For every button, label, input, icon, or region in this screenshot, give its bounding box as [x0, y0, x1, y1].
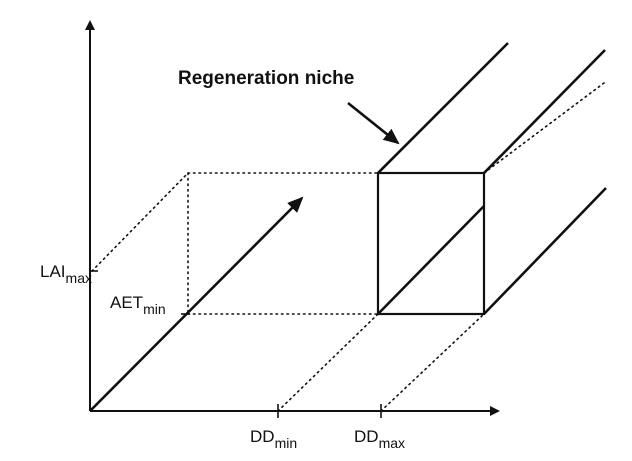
prism-top-left-edge: [377, 42, 509, 174]
dd-min-label: DDmin: [250, 427, 297, 451]
aet-min-label: AETmin: [110, 293, 166, 317]
prism-bottom-right-edge: [483, 187, 607, 315]
prism-top-right-edge: [483, 49, 606, 174]
niche-pointer-arrow: [347, 101, 400, 145]
ddmin-dotted-diagonal: [277, 313, 379, 412]
prism-inner-diagonal: [377, 205, 485, 315]
dd-max-label: DDmax: [354, 427, 405, 451]
lai-dotted-diagonal: [91, 172, 189, 272]
regeneration-niche-title: Regeneration niche: [178, 68, 354, 89]
niche-box: [376, 171, 486, 316]
ddmax-dotted-diagonal: [380, 313, 485, 412]
far-dotted-diagonal: [483, 82, 605, 174]
aet-axis-arrow: [89, 196, 304, 412]
lai-max-label: LAImax: [40, 262, 92, 286]
